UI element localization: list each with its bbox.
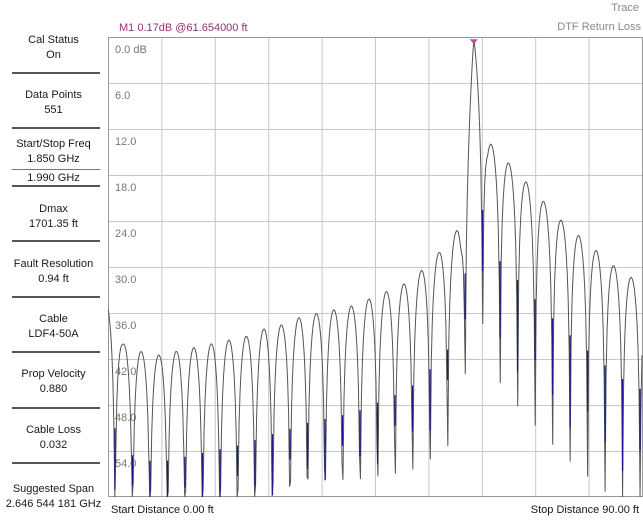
sidebar-divider <box>12 296 100 298</box>
marker-layer <box>469 39 478 45</box>
y-tick-labels: 0.0 dB6.012.018.024.030.036.042.048.054.… <box>115 44 147 470</box>
fault-resolution-label: Fault Resolution <box>13 258 94 270</box>
cal-status-label: Cal Status <box>28 34 79 46</box>
cable-loss-value: 0.032 <box>39 439 68 451</box>
suggested-span-item[interactable]: Suggested Span 2.646 544 181 GHz <box>0 482 107 512</box>
sidebar: Cal Status On Data Points 551 Start/Stop… <box>0 0 107 522</box>
sidebar-divider <box>12 351 100 353</box>
cable-value: LDF4-50A <box>28 328 79 340</box>
dmax-value: 1701.35 ft <box>29 218 78 230</box>
dmax-item[interactable]: Dmax 1701.35 ft <box>0 202 107 232</box>
dtf-plot[interactable]: 0.0 dB6.012.018.024.030.036.042.048.054.… <box>108 37 643 497</box>
suggested-span-label: Suggested Span <box>12 483 95 495</box>
fault-resolution-item[interactable]: Fault Resolution 0.94 ft <box>0 257 107 287</box>
sidebar-divider <box>12 462 100 464</box>
data-points-label: Data Points <box>25 89 82 101</box>
start-distance[interactable]: Start Distance 0.00 ft <box>111 504 214 516</box>
data-points-value: 551 <box>44 104 63 116</box>
y-tick-label: 30.0 <box>115 274 136 286</box>
prop-velocity-item[interactable]: Prop Velocity 0.880 <box>0 367 107 397</box>
cal-status-item[interactable]: Cal Status On <box>0 33 107 63</box>
sidebar-divider <box>12 127 100 129</box>
plot-grid <box>108 37 643 497</box>
cable-loss-item[interactable]: Cable Loss 0.032 <box>0 423 107 453</box>
y-tick-label: 42.0 <box>115 366 136 378</box>
marker-readout: M1 0.17dB @61.654000 ft <box>119 22 248 34</box>
data-points-item[interactable]: Data Points 551 <box>0 88 107 118</box>
y-tick-label: 12.0 <box>115 136 136 148</box>
start-freq-value: 1.850 GHz <box>27 153 80 165</box>
marker-m1[interactable] <box>469 39 478 45</box>
stop-distance[interactable]: Stop Distance 90.00 ft <box>530 504 639 516</box>
stop-freq-item: 1.990 GHz <box>0 171 107 186</box>
sidebar-divider <box>12 407 100 409</box>
dmax-label: Dmax <box>39 203 68 215</box>
start-stop-freq-label: Start/Stop Freq <box>16 138 91 150</box>
y-tick-label: 24.0 <box>115 228 136 240</box>
trace-label: Trace <box>611 2 639 14</box>
sidebar-divider <box>12 72 100 74</box>
suggested-span-value: 2.646 544 181 GHz <box>5 498 102 510</box>
cable-item[interactable]: Cable LDF4-50A <box>0 312 107 342</box>
cable-loss-label: Cable Loss <box>25 424 82 436</box>
cable-label: Cable <box>39 313 68 325</box>
y-tick-label: 0.0 dB <box>115 44 147 56</box>
cal-status-value: On <box>46 49 61 61</box>
trace-layer <box>108 39 643 497</box>
fault-resolution-value: 0.94 ft <box>38 273 69 285</box>
y-tick-label: 6.0 <box>115 90 130 102</box>
sidebar-divider <box>12 169 100 170</box>
stop-freq-value: 1.990 GHz <box>27 172 80 184</box>
y-tick-label: 18.0 <box>115 182 136 194</box>
start-stop-freq-item[interactable]: Start/Stop Freq 1.850 GHz <box>0 137 107 167</box>
prop-velocity-label: Prop Velocity <box>21 368 86 380</box>
sidebar-divider <box>12 185 100 187</box>
sidebar-divider <box>12 240 100 242</box>
trace-name[interactable]: DTF Return Loss <box>557 21 641 33</box>
y-tick-label: 36.0 <box>115 320 136 332</box>
dtf-trace-line <box>108 39 643 497</box>
prop-velocity-value: 0.880 <box>39 383 68 395</box>
y-tick-label: 48.0 <box>115 412 136 424</box>
